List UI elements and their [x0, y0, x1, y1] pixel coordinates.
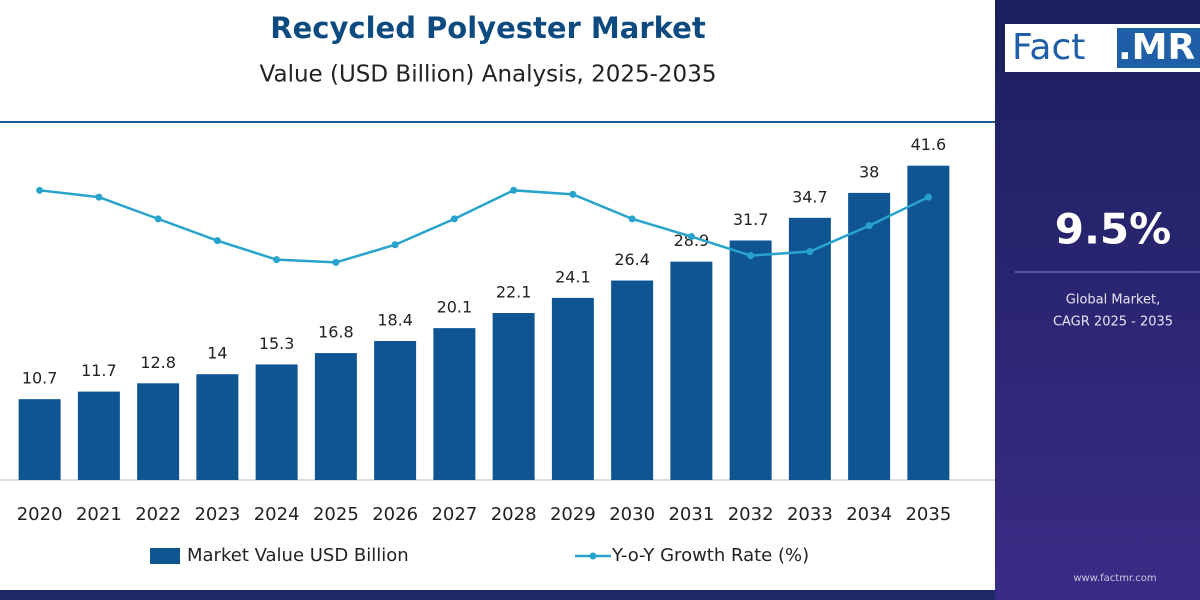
growth-point: [865, 222, 873, 230]
bar: [137, 383, 180, 480]
growth-point: [391, 241, 399, 249]
bar: [611, 280, 654, 480]
cagr-label: Global Market,: [1066, 293, 1160, 308]
x-tick-label: 2026: [372, 504, 418, 525]
chart-subtitle: Value (USD Billion) Analysis, 2025-2035: [260, 62, 717, 88]
x-tick-label: 2027: [431, 504, 477, 525]
data-label: 26.4: [614, 250, 650, 269]
growth-point: [747, 252, 755, 260]
data-label: 34.7: [792, 187, 828, 206]
bar: [729, 240, 772, 480]
growth-point: [332, 258, 340, 266]
logo-text: Fact: [1012, 27, 1085, 68]
bar: [551, 297, 594, 480]
x-tick-label: 2029: [550, 504, 596, 525]
legend-swatch: [589, 552, 597, 560]
growth-line: [39, 189, 929, 264]
bar: [196, 374, 239, 480]
growth-point: [687, 233, 695, 241]
data-label: 24.1: [555, 267, 591, 286]
legend-swatch: [150, 548, 180, 564]
x-tick-label: 2030: [609, 504, 655, 525]
growth-point: [569, 190, 577, 198]
data-label: 16.8: [318, 323, 354, 342]
x-tick-label: 2025: [313, 504, 359, 525]
x-tick-label: 2031: [668, 504, 714, 525]
bar: [374, 340, 417, 480]
x-tick-label: 2032: [728, 504, 774, 525]
x-tick-label: 2024: [254, 504, 300, 525]
data-label: 20.1: [437, 298, 473, 317]
data-label: 10.7: [22, 369, 58, 388]
growth-point: [273, 256, 281, 264]
data-label: 38: [859, 162, 879, 181]
bar: [788, 217, 831, 481]
website: www.factmr.com: [1073, 573, 1156, 584]
data-label: 22.1: [496, 283, 532, 302]
sidebar: [995, 0, 1200, 600]
x-tick-label: 2033: [787, 504, 833, 525]
x-tick-label: 2028: [491, 504, 537, 525]
growth-point: [450, 215, 458, 223]
data-label: 15.3: [259, 334, 295, 353]
bar: [77, 391, 120, 480]
x-tick-label: 2035: [905, 504, 951, 525]
chart-title: Recycled Polyester Market: [270, 11, 706, 45]
logo-text: .MR: [1118, 27, 1195, 68]
x-tick-label: 2034: [846, 504, 892, 525]
legend-label: Y-o-Y Growth Rate (%): [611, 545, 809, 566]
logo-block: [1117, 28, 1200, 68]
x-tick-label: 2023: [194, 504, 240, 525]
data-label: 18.4: [377, 310, 413, 329]
data-label: 28.9: [674, 231, 710, 250]
legend-label: Market Value USD Billion: [187, 545, 409, 566]
growth-point: [924, 193, 932, 201]
data-label: 31.7: [733, 210, 769, 229]
x-tick-label: 2022: [135, 504, 181, 525]
data-label: 12.8: [140, 353, 176, 372]
bar: [907, 165, 950, 480]
growth-point: [510, 186, 518, 194]
bar: [314, 353, 357, 480]
bar: [492, 313, 535, 480]
cagr-value: 9.5%: [1055, 205, 1171, 254]
bottom-band: [0, 590, 995, 600]
bar: [670, 261, 713, 480]
bar: [18, 399, 61, 480]
x-tick-label: 2021: [76, 504, 122, 525]
growth-point: [154, 215, 162, 223]
data-label: 11.7: [81, 361, 117, 380]
x-tick-label: 2020: [17, 504, 63, 525]
data-label: 41.6: [911, 135, 947, 154]
growth-point: [213, 237, 221, 245]
bar: [255, 364, 298, 480]
growth-point: [628, 215, 636, 223]
growth-point: [806, 248, 814, 256]
growth-point: [95, 193, 103, 201]
growth-point: [36, 186, 44, 194]
data-label: 14: [207, 344, 227, 363]
bar: [433, 328, 476, 480]
bar: [848, 192, 891, 480]
cagr-label: CAGR 2025 - 2035: [1053, 315, 1173, 330]
